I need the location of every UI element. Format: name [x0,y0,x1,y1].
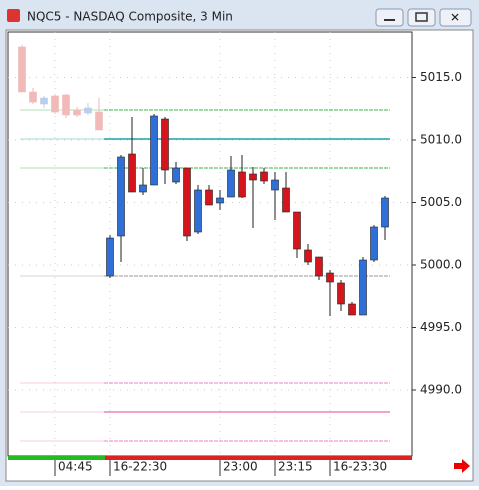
plot-area [7,31,413,457]
candle-body [293,211,301,250]
x-tick-label: 16-23:30 [333,460,387,474]
candle-body [381,197,389,228]
close-icon: ✕ [450,11,460,25]
candle-body [51,95,59,113]
plot: 4990.0 4995.0 5000.0 5005.0 5010.0 5015.0 04:4… [8,32,462,476]
candle-body [128,153,136,193]
candle-body [326,272,334,283]
candle-body [62,94,70,116]
candle-body [304,249,312,263]
candle-body [359,259,367,316]
candle-body [260,171,268,182]
candle-body [172,167,180,183]
candle-body [117,156,125,237]
y-tick-label: 5000.0 [420,258,462,272]
candle-body [337,282,345,305]
y-tick-label: 4990.0 [420,383,462,397]
session-bar [105,456,412,460]
candle-body [348,303,356,316]
close-button[interactable] [439,8,472,27]
minimize-button[interactable] [375,8,404,27]
x-tick-label: 04:45 [58,460,93,474]
candle-body [73,109,81,116]
candle-body [194,189,202,233]
candle-body [282,187,290,213]
maximize-icon [415,12,428,22]
candle-body [370,226,378,261]
x-tick-label: 23:00 [223,460,258,474]
candle-body [84,107,92,114]
window-icon [7,9,20,22]
scroll-arrow[interactable] [454,459,470,473]
candle-body [161,118,169,171]
candle-body [40,97,48,105]
maximize-button[interactable] [407,8,436,27]
candle-body [238,171,246,198]
window-title: NQC5 - NASDAQ Composite, 3 Min [27,10,233,24]
x-tick-label: 23:15 [278,460,313,474]
candle-body [139,184,147,193]
candle-body [315,256,323,277]
candle-body [216,197,224,204]
y-tick-label: 5015.0 [420,70,462,84]
candle-body [18,46,26,93]
candle-body [249,173,257,181]
y-tick-label: 5010.0 [420,133,462,147]
session-bar [8,456,105,460]
window-buttons[interactable]: ✕ [375,8,472,27]
y-tick-label: 5005.0 [420,195,462,209]
candle-body [227,169,235,198]
candle-body [271,179,279,191]
candle-body [95,111,103,131]
candle-body [183,167,191,237]
candle-body [106,237,114,277]
x-tick-label: 16-22:30 [113,460,167,474]
candle-body [150,115,158,186]
y-tick-label: 4995.0 [420,320,462,334]
candle-body [205,189,213,206]
candle-body [29,91,37,103]
